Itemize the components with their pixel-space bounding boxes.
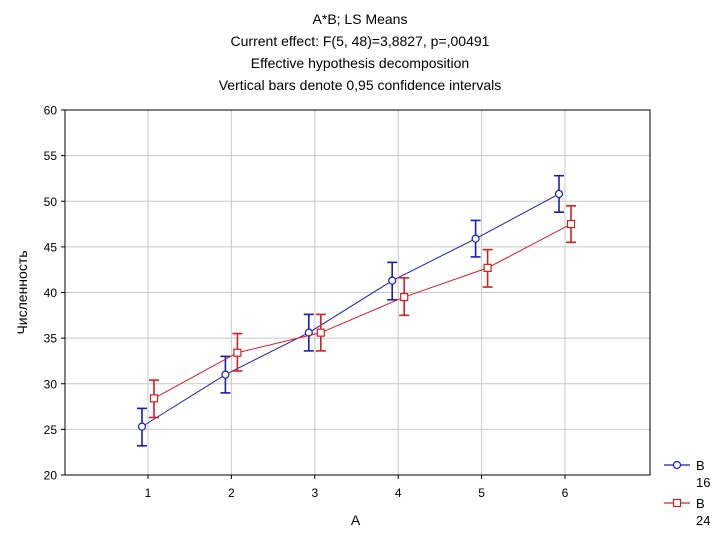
chart-titles: A*B; LS Means Current effect: F(5, 48)=3… [0,8,720,96]
legend-sublabel: 24 [696,513,710,528]
legend-sublabel: 16 [696,475,710,490]
x-tick-label: 3 [311,486,318,500]
data-point [149,394,159,403]
data-point [221,370,230,379]
chart-subtitle-3: Vertical bars denote 0,95 confidence int… [218,77,502,93]
data-point [316,328,325,337]
data-point [566,219,576,229]
y-tick-label: 60 [44,104,58,118]
legend-marker [672,460,682,470]
series-line-2 [153,223,572,399]
x-tick-label: 6 [562,486,569,500]
legend-label: B [696,496,705,511]
data-point [388,276,397,285]
chart-subtitle-2: Effective hypothesis decomposition [250,55,470,71]
y-tick-label: 25 [44,423,58,437]
data-point [304,328,313,337]
x-tick-label: 4 [395,486,402,500]
chart-subtitle-1: Current effect: F(5, 48)=3,8827, p=,0049… [230,33,490,49]
y-tick-label: 20 [44,469,58,483]
y-axis-label: Численность [14,250,30,334]
y-tick-label: 55 [44,149,58,163]
y-tick-label: 50 [44,195,58,209]
legend-marker [672,498,682,508]
y-tick-label: 45 [44,240,58,254]
data-point [471,234,480,243]
data-point [554,189,564,199]
data-point [137,422,147,431]
y-tick-label: 40 [44,286,58,300]
y-tick-label: 30 [44,377,58,391]
data-point [400,292,409,302]
y-tick-label: 35 [44,332,58,346]
series-line-1 [141,193,560,428]
data-point [233,348,242,357]
x-tick-label: 1 [145,486,152,500]
data-point [483,263,492,272]
x-tick-label: 2 [228,486,235,500]
x-tick-label: 5 [478,486,485,500]
x-axis-label: A [351,512,361,528]
chart-title: A*B; LS Means [312,11,408,27]
legend-label: B [696,458,705,473]
